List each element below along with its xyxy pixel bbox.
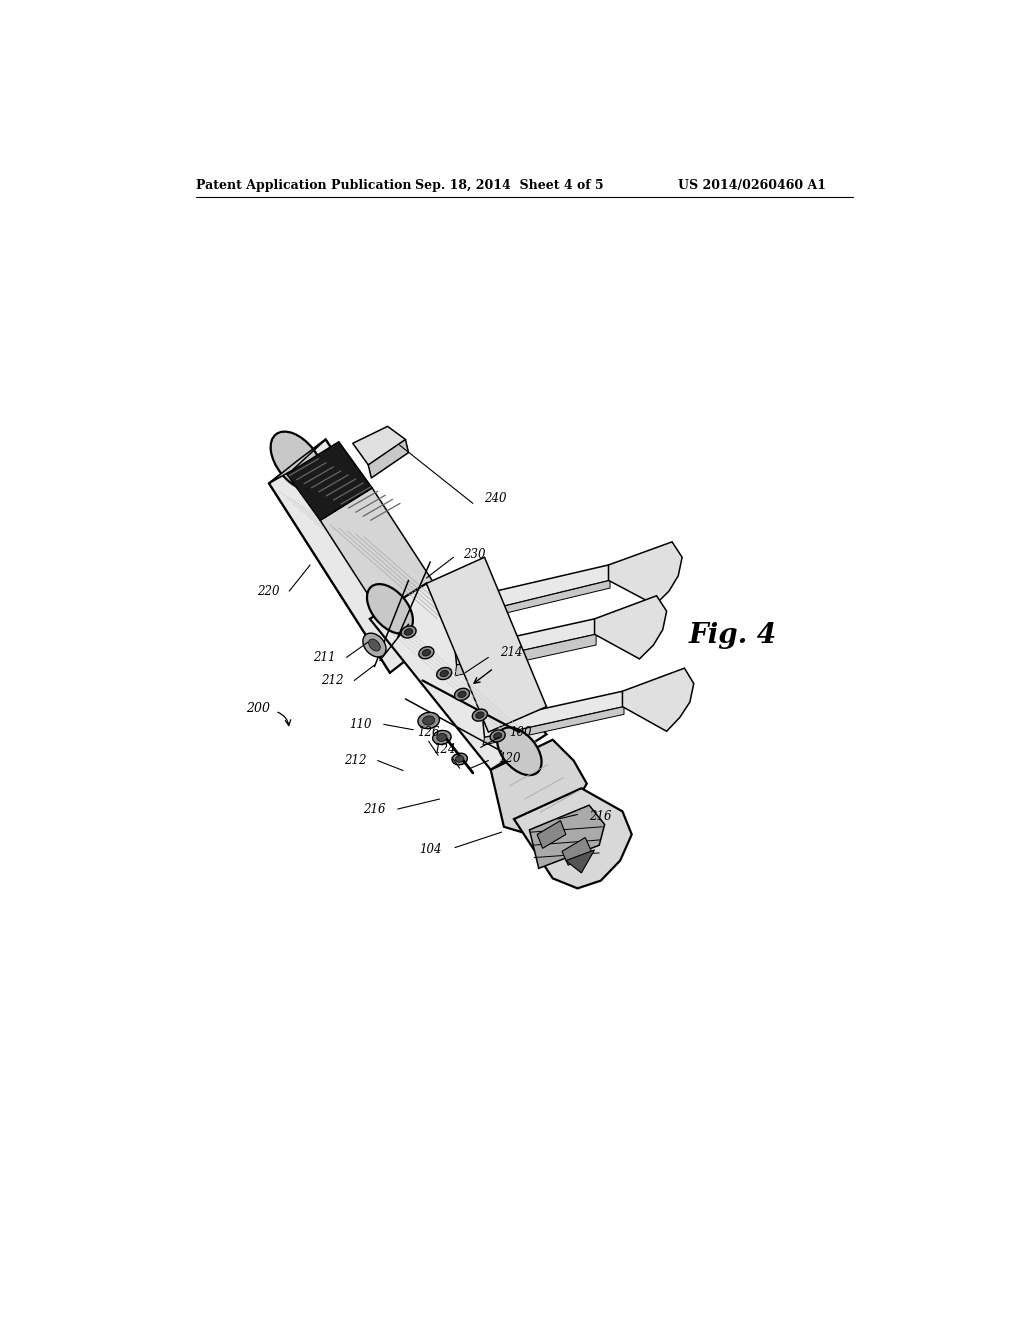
Text: 126: 126 — [418, 726, 440, 739]
Text: 120: 120 — [499, 752, 521, 766]
Text: 216: 216 — [589, 810, 611, 824]
Ellipse shape — [367, 583, 413, 634]
Ellipse shape — [418, 713, 439, 729]
Text: 100: 100 — [509, 726, 531, 739]
Polygon shape — [269, 440, 326, 483]
Polygon shape — [370, 583, 547, 770]
Polygon shape — [455, 635, 596, 676]
Text: 212: 212 — [321, 675, 343, 686]
Polygon shape — [623, 668, 693, 731]
Ellipse shape — [401, 626, 416, 638]
Text: 104: 104 — [420, 843, 442, 857]
Polygon shape — [490, 739, 587, 834]
Ellipse shape — [423, 715, 434, 725]
Text: Fig. 4: Fig. 4 — [688, 622, 776, 649]
Polygon shape — [562, 838, 592, 866]
Text: 211: 211 — [313, 651, 336, 664]
Ellipse shape — [476, 711, 484, 718]
Text: 214: 214 — [500, 647, 522, 659]
Ellipse shape — [472, 709, 487, 721]
Text: 110: 110 — [349, 718, 372, 731]
Polygon shape — [269, 440, 447, 673]
Text: 124: 124 — [433, 743, 456, 756]
Ellipse shape — [432, 730, 452, 744]
Ellipse shape — [270, 432, 324, 491]
Polygon shape — [321, 488, 434, 616]
Polygon shape — [529, 805, 604, 869]
Text: US 2014/0260460 A1: US 2014/0260460 A1 — [678, 178, 826, 191]
Polygon shape — [352, 426, 406, 465]
Polygon shape — [455, 619, 596, 665]
Polygon shape — [483, 692, 624, 738]
Ellipse shape — [437, 734, 446, 742]
Ellipse shape — [455, 688, 470, 701]
Ellipse shape — [440, 671, 449, 677]
Polygon shape — [369, 440, 409, 478]
Ellipse shape — [422, 649, 430, 656]
Text: 212: 212 — [344, 754, 367, 767]
Polygon shape — [426, 557, 547, 733]
Polygon shape — [608, 543, 682, 605]
Text: Sep. 18, 2014  Sheet 4 of 5: Sep. 18, 2014 Sheet 4 of 5 — [415, 178, 603, 191]
Polygon shape — [514, 788, 632, 888]
Polygon shape — [483, 706, 624, 744]
Text: Patent Application Publication: Patent Application Publication — [197, 178, 412, 191]
Ellipse shape — [362, 634, 386, 657]
Text: 220: 220 — [257, 585, 280, 598]
Ellipse shape — [456, 756, 464, 762]
Polygon shape — [287, 442, 372, 520]
Polygon shape — [469, 581, 610, 622]
Text: 200: 200 — [246, 702, 269, 715]
Ellipse shape — [436, 668, 452, 680]
Text: 216: 216 — [362, 803, 385, 816]
Text: 240: 240 — [484, 492, 507, 506]
Polygon shape — [595, 595, 667, 659]
Ellipse shape — [369, 639, 380, 651]
Text: 230: 230 — [463, 548, 485, 561]
Ellipse shape — [490, 730, 505, 742]
Ellipse shape — [419, 647, 434, 659]
Ellipse shape — [458, 692, 466, 697]
Polygon shape — [469, 565, 610, 614]
Polygon shape — [566, 850, 595, 873]
Ellipse shape — [494, 733, 502, 739]
Ellipse shape — [452, 754, 467, 764]
Ellipse shape — [498, 727, 542, 775]
Ellipse shape — [404, 628, 413, 635]
Polygon shape — [538, 821, 566, 849]
